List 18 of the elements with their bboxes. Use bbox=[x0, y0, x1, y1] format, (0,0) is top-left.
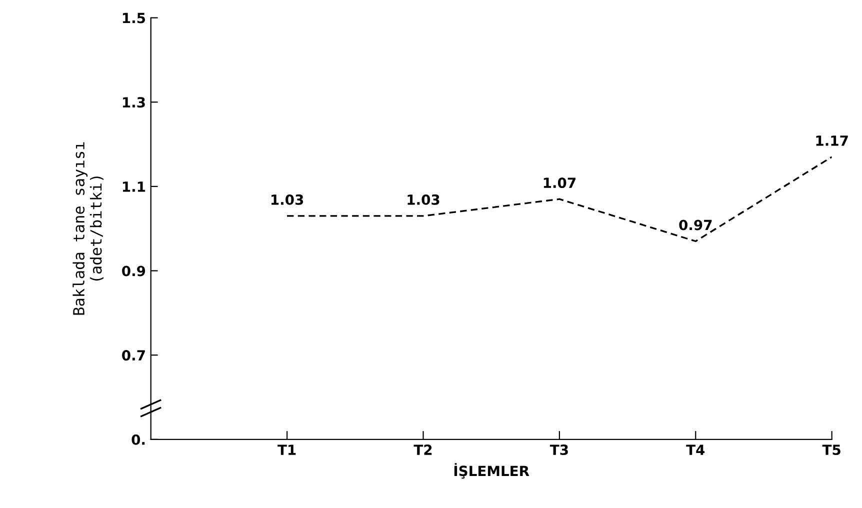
y-tick-label: 0. bbox=[132, 434, 145, 445]
data-label: 1.07 bbox=[544, 178, 576, 188]
y-axis-title: Baklada tane sayısı (adet/bitki) bbox=[72, 142, 104, 315]
x-axis-title: İŞLEMLER bbox=[454, 463, 530, 479]
x-tick-label: T4 bbox=[686, 444, 705, 455]
y-tick-label: 1.5 bbox=[122, 12, 146, 24]
data-label: 0.97 bbox=[679, 220, 712, 230]
x-tick-label: T5 bbox=[822, 444, 840, 456]
x-tick-label: T1 bbox=[278, 444, 296, 455]
data-label: 1.03 bbox=[408, 194, 440, 205]
data-label: 1.17 bbox=[816, 136, 848, 146]
x-tick-label: T3 bbox=[550, 444, 568, 456]
data-label: 1.03 bbox=[271, 194, 304, 205]
y-tick-label: 1.3 bbox=[122, 97, 145, 108]
y-tick-label: 1.1 bbox=[122, 182, 146, 192]
y-tick-label: 0.9 bbox=[122, 266, 146, 276]
x-tick-label: T2 bbox=[414, 444, 432, 455]
y-tick-label: 0.7 bbox=[122, 350, 145, 361]
